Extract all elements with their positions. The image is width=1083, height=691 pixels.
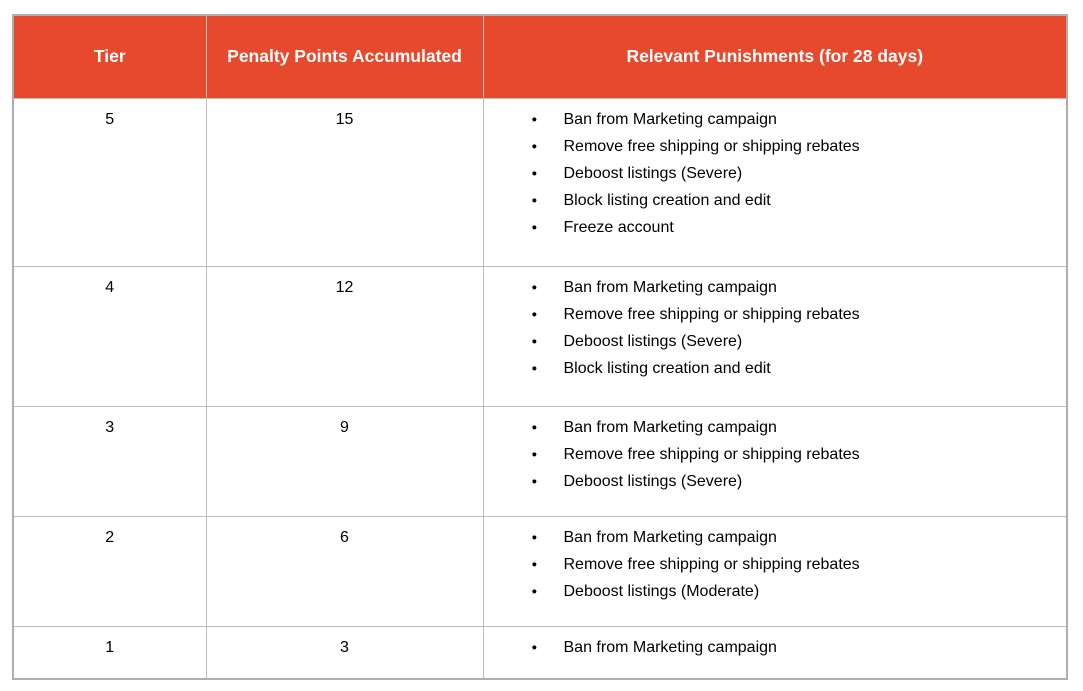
penalty-points-cell: 3 (205, 625, 484, 680)
punishment-text: Deboost listings (Severe) (563, 472, 743, 490)
header-cell-tier: Tier (12, 14, 207, 99)
table-row: 4 12 ● Ban from Marketing campaign ● Remove f… (12, 265, 1068, 407)
punishment-item: ● Block listing creation and edit (532, 355, 1051, 382)
penalty-points-cell: 9 (205, 405, 484, 517)
punishment-text: Ban from Marketing campaign (563, 110, 777, 128)
bullet-icon: ● (531, 194, 538, 206)
bullet-icon: ● (531, 448, 538, 460)
bullet-icon: ● (531, 475, 538, 487)
punishments-cell: ● Ban from Marketing campaign ● Remove free… (482, 405, 1068, 517)
table-row: 1 3 ● Ban from Marketing campaign (12, 625, 1068, 680)
punishment-text: Ban from Marketing campaign (563, 528, 777, 546)
punishments-cell: ● Ban from Marketing campaign ● Remove free… (482, 97, 1068, 267)
header-cell-penalty-points: Penalty Points Accumulated (205, 14, 484, 99)
punishment-text: Block listing creation and edit (563, 359, 771, 377)
punishment-item: ● Ban from Marketing campaign (532, 524, 1051, 551)
punishment-item: ● Ban from Marketing campaign (532, 274, 1051, 301)
bullet-icon: ● (531, 558, 538, 570)
punishment-text: Remove free shipping or shipping rebates (563, 555, 860, 573)
punishment-item: ● Remove free shipping or shipping rebate… (532, 441, 1051, 468)
punishment-item: ● Remove free shipping or shipping rebate… (532, 551, 1051, 578)
punishment-text: Ban from Marketing campaign (563, 418, 777, 436)
punishment-item: ● Deboost listings (Severe) (532, 328, 1051, 355)
punishment-text: Freeze account (563, 218, 674, 236)
punishment-item: ● Remove free shipping or shipping rebate… (532, 301, 1051, 328)
punishment-text: Deboost listings (Severe) (563, 164, 743, 182)
punishment-text: Ban from Marketing campaign (563, 278, 777, 296)
table-row: 5 15 ● Ban from Marketing campaign ● Remove f… (12, 97, 1068, 267)
punishment-text: Block listing creation and edit (563, 191, 771, 209)
punishment-text: Remove free shipping or shipping rebates (563, 305, 860, 323)
punishment-text: Ban from Marketing campaign (563, 638, 777, 656)
table-row: 3 9 ● Ban from Marketing campaign ● Remove fr… (12, 405, 1068, 517)
punishment-item: ● Block listing creation and edit (532, 187, 1051, 214)
table-body: 5 15 ● Ban from Marketing campaign ● Remove f… (12, 97, 1068, 680)
punishments-cell: ● Ban from Marketing campaign ● Remove free… (482, 265, 1068, 407)
punishments-cell: ● Ban from Marketing campaign (482, 625, 1068, 680)
penalty-tiers-table: Tier Penalty Points Accumulated Relevant… (12, 14, 1068, 680)
punishment-text: Remove free shipping or shipping rebates (563, 137, 860, 155)
punishment-item: ● Ban from Marketing campaign (532, 106, 1051, 133)
punishment-item: ● Ban from Marketing campaign (532, 634, 1051, 661)
penalty-points-cell: 15 (205, 97, 484, 267)
punishment-item: ● Deboost listings (Severe) (532, 468, 1051, 495)
punishment-item: ● Remove free shipping or shipping rebate… (532, 133, 1051, 160)
punishment-list: ● Ban from Marketing campaign (484, 634, 1061, 661)
bullet-icon: ● (531, 641, 538, 653)
punishment-text: Deboost listings (Moderate) (563, 582, 760, 600)
bullet-icon: ● (531, 221, 538, 233)
bullet-icon: ● (531, 531, 538, 543)
table-row: 2 6 ● Ban from Marketing campaign ● Remove fr… (12, 515, 1068, 627)
punishment-list: ● Ban from Marketing campaign ● Remove free… (484, 106, 1061, 241)
punishment-text: Remove free shipping or shipping rebates (563, 445, 860, 463)
punishment-item: ● Freeze account (532, 214, 1051, 241)
tier-cell: 1 (12, 625, 207, 680)
punishments-cell: ● Ban from Marketing campaign ● Remove free… (482, 515, 1068, 627)
punishment-list: ● Ban from Marketing campaign ● Remove free… (484, 274, 1061, 382)
penalty-points-cell: 6 (205, 515, 484, 627)
tier-cell: 5 (12, 97, 207, 267)
punishment-item: ● Ban from Marketing campaign (532, 414, 1051, 441)
punishment-list: ● Ban from Marketing campaign ● Remove free… (484, 414, 1061, 495)
punishment-text: Deboost listings (Severe) (563, 332, 743, 350)
punishment-item: ● Deboost listings (Moderate) (532, 578, 1051, 605)
bullet-icon: ● (531, 585, 538, 597)
tier-cell: 3 (12, 405, 207, 517)
bullet-icon: ● (531, 113, 538, 125)
bullet-icon: ● (531, 362, 538, 374)
bullet-icon: ● (531, 421, 538, 433)
header-row: Tier Penalty Points Accumulated Relevant… (12, 14, 1068, 99)
bullet-icon: ● (531, 281, 538, 293)
penalty-table-container: Tier Penalty Points Accumulated Relevant… (12, 14, 1068, 680)
bullet-icon: ● (531, 335, 538, 347)
tier-cell: 4 (12, 265, 207, 407)
penalty-points-cell: 12 (205, 265, 484, 407)
bullet-icon: ● (531, 140, 538, 152)
punishment-item: ● Deboost listings (Severe) (532, 160, 1051, 187)
table-header: Tier Penalty Points Accumulated Relevant… (12, 14, 1068, 99)
punishment-list: ● Ban from Marketing campaign ● Remove free… (484, 524, 1061, 605)
bullet-icon: ● (531, 308, 538, 320)
bullet-icon: ● (531, 167, 538, 179)
header-cell-punishments: Relevant Punishments (for 28 days) (482, 14, 1068, 99)
tier-cell: 2 (12, 515, 207, 627)
